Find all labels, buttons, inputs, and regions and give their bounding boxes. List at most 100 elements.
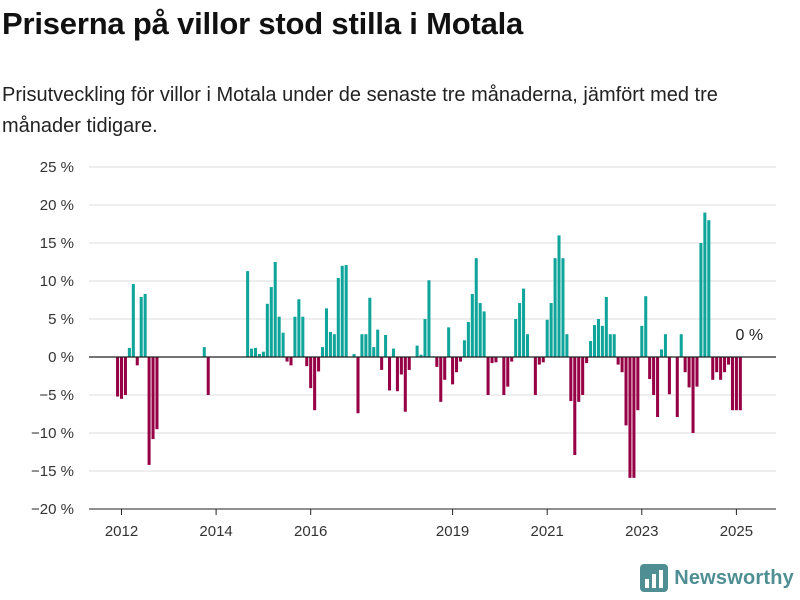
- chart-subtitle: Prisutveckling för villor i Motala under…: [2, 84, 718, 137]
- bar: [127, 347, 131, 357]
- bar: [616, 357, 620, 365]
- bar: [309, 357, 313, 389]
- y-tick-label: −20 %: [31, 501, 74, 518]
- bar: [439, 357, 443, 402]
- bar: [388, 357, 392, 391]
- bar: [139, 296, 143, 357]
- y-tick-label: −15 %: [31, 463, 74, 480]
- bar: [289, 357, 293, 366]
- bar: [443, 357, 447, 380]
- bar: [368, 297, 372, 357]
- bar: [494, 357, 498, 363]
- bar: [648, 357, 652, 380]
- bar: [451, 357, 455, 385]
- bar: [328, 331, 332, 357]
- bar: [624, 357, 628, 426]
- bar: [596, 319, 600, 357]
- bar: [155, 357, 159, 430]
- bar: [372, 347, 376, 357]
- x-tick-label: 2014: [199, 523, 232, 540]
- bar: [533, 357, 537, 395]
- bar: [395, 357, 399, 392]
- x-tick-label: 2025: [720, 523, 753, 540]
- bar: [123, 357, 127, 395]
- bar: [261, 351, 265, 357]
- bar: [608, 334, 612, 357]
- y-tick-label: 25 %: [40, 159, 74, 176]
- bar: [730, 357, 734, 411]
- bar: [423, 319, 427, 357]
- bar: [384, 334, 388, 357]
- bar: [119, 357, 124, 399]
- bar: [723, 357, 727, 373]
- bar: [600, 325, 604, 357]
- bar: [458, 357, 462, 362]
- x-tick-label: 2016: [294, 523, 327, 540]
- bar: [734, 357, 738, 411]
- bar: [364, 334, 368, 357]
- bar: [628, 357, 632, 478]
- bar: [549, 303, 553, 357]
- bar: [376, 329, 380, 357]
- bar: [447, 327, 451, 357]
- bar: [581, 357, 585, 395]
- bar: [565, 334, 569, 357]
- chart-title: Priserna på villor stod stilla i Motala: [2, 6, 524, 41]
- y-tick-label: 0 %: [48, 349, 74, 366]
- bar: [573, 357, 577, 456]
- bar: [490, 357, 494, 364]
- bar: [399, 357, 403, 375]
- bar: [321, 347, 325, 357]
- annotations: 0 %: [736, 327, 764, 344]
- brand-footer: Newsworthy: [640, 564, 794, 592]
- bar: [340, 265, 344, 357]
- bar: [518, 303, 522, 357]
- bar: [727, 357, 731, 365]
- bar: [380, 357, 384, 370]
- bar: [352, 353, 356, 357]
- bar: [506, 357, 510, 387]
- bar: [557, 235, 561, 357]
- bar: [577, 357, 581, 402]
- bar: [147, 357, 151, 465]
- y-tick-label: 10 %: [40, 273, 74, 290]
- bar: [391, 348, 395, 357]
- bar: [151, 357, 155, 440]
- bar: [663, 334, 667, 357]
- bar: [254, 347, 258, 357]
- bar: [360, 334, 364, 357]
- bar: [135, 357, 139, 366]
- bar: [652, 357, 656, 395]
- bar: [250, 348, 254, 357]
- bar: [415, 345, 419, 357]
- newsworthy-logo-icon: [640, 564, 669, 592]
- bar: [435, 357, 439, 367]
- y-tick-label: 5 %: [48, 311, 74, 328]
- x-axis: 2012 2014 2016 2019 2021 2023 2025: [89, 508, 776, 540]
- bar: [707, 220, 711, 357]
- bar: [585, 357, 589, 364]
- bar: [510, 357, 514, 362]
- bar: [344, 265, 348, 357]
- bar: [301, 316, 305, 357]
- bar: [522, 288, 526, 357]
- gridlines: [89, 166, 776, 510]
- bar: [419, 354, 423, 357]
- bar: [470, 293, 474, 357]
- bar: [281, 332, 285, 357]
- bar: [305, 357, 309, 367]
- bar: [297, 299, 301, 357]
- bar: [407, 357, 411, 370]
- bar: [553, 258, 557, 357]
- bar: [537, 357, 541, 365]
- bar: [644, 296, 648, 357]
- bar: [202, 347, 206, 357]
- bar: [699, 243, 703, 357]
- bar: [313, 357, 317, 411]
- bar: [273, 262, 277, 357]
- bar: [545, 319, 549, 357]
- bar: [462, 340, 466, 357]
- bar: [640, 325, 644, 357]
- bar: [293, 316, 297, 357]
